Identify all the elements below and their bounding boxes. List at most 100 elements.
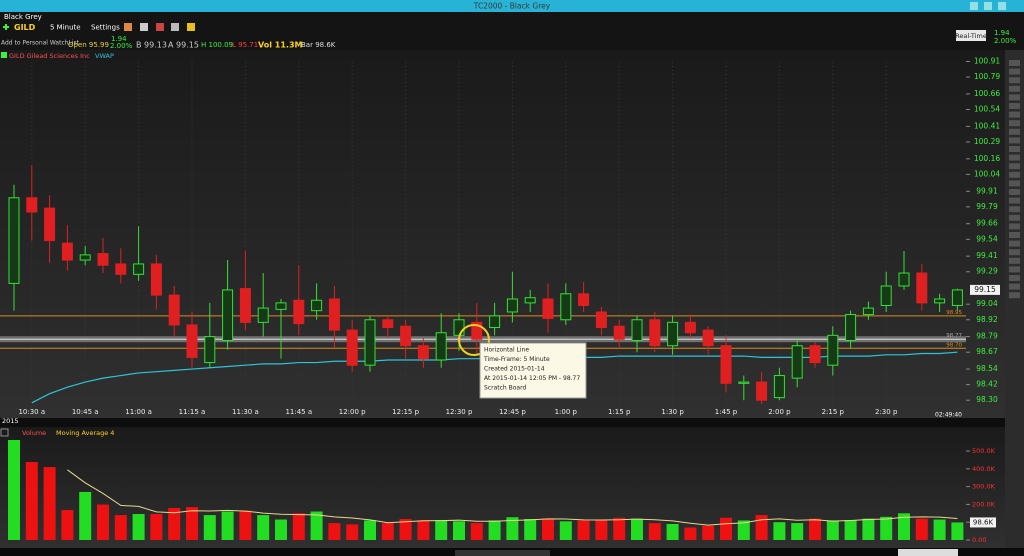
volume-bar	[8, 439, 20, 540]
toolbar-icon[interactable]	[156, 23, 164, 31]
maximize-button[interactable]	[984, 2, 992, 10]
x-tick-label: 2:00 p	[768, 408, 791, 416]
toolbar-icon[interactable]	[140, 23, 148, 31]
tool-icon[interactable]	[1009, 180, 1020, 187]
volume-bar	[257, 515, 270, 540]
tool-icon[interactable]	[1009, 137, 1020, 144]
toolbar-icon[interactable]	[171, 23, 179, 31]
volume-bar	[791, 523, 804, 540]
volume-bar	[25, 462, 38, 540]
volume-bar	[648, 523, 661, 540]
quote-ask: A 99.15	[168, 41, 199, 50]
candle-body	[738, 381, 750, 384]
tool-icon[interactable]	[1009, 223, 1020, 230]
candle-body	[97, 253, 109, 266]
volume-bar	[737, 520, 750, 540]
page-tabs[interactable]	[455, 550, 550, 556]
add-icon[interactable]	[3, 24, 9, 30]
tool-icon[interactable]	[1009, 214, 1020, 221]
close-button[interactable]	[998, 2, 1006, 10]
candle-body	[542, 298, 554, 319]
tool-icon[interactable]	[1009, 275, 1020, 281]
candle-body	[827, 334, 839, 366]
toolbar-icon[interactable]	[124, 23, 132, 31]
minimize-button[interactable]	[970, 2, 978, 10]
y-tick-label: 100.54	[974, 105, 1000, 114]
last-volume-box	[970, 517, 996, 528]
tool-icon[interactable]	[1009, 232, 1020, 238]
volume-bar	[417, 520, 430, 540]
tool-icon[interactable]	[1009, 171, 1020, 178]
tool-icon[interactable]	[1009, 283, 1020, 290]
tool-icon[interactable]	[1009, 68, 1020, 75]
tool-icon[interactable]	[1009, 163, 1020, 170]
tool-icon[interactable]	[1009, 257, 1020, 264]
volume-bar	[826, 520, 839, 540]
candle-body	[791, 345, 803, 379]
candle-body	[684, 321, 696, 334]
volume-bar	[595, 519, 608, 540]
x-tick-label: 1:45 p	[715, 408, 738, 416]
scrollbar[interactable]	[898, 549, 958, 556]
toolbar-change-pct: 2.00%	[994, 37, 1017, 45]
tool-icon[interactable]	[1009, 103, 1020, 109]
realtime-button[interactable]	[956, 30, 986, 41]
tool-icon[interactable]	[1009, 266, 1020, 273]
volume-bar	[702, 525, 715, 540]
tooltip	[479, 342, 587, 399]
symbol[interactable]: GILD	[14, 23, 36, 32]
year-label: 2015	[2, 417, 19, 425]
tool-icon[interactable]	[1009, 197, 1020, 204]
tool-icon[interactable]	[1009, 292, 1020, 299]
indicator-label[interactable]: VWAP	[95, 52, 114, 60]
volume-bar	[862, 518, 875, 540]
tool-icon[interactable]	[1009, 94, 1020, 101]
x-tick-label: 1:00 p	[555, 408, 578, 416]
candle-body	[649, 319, 661, 347]
x-tick-label: 11:15 a	[179, 408, 206, 416]
volume-bar	[346, 524, 359, 540]
tool-icon[interactable]	[1009, 60, 1020, 66]
x-tick-label: 2:15 p	[822, 408, 845, 416]
quote-open: Open 95.99	[68, 41, 109, 49]
toolbar-area	[0, 12, 1024, 50]
tool-icon[interactable]	[1009, 128, 1020, 135]
x-tick-label: 11:00 a	[125, 408, 152, 416]
tool-icon[interactable]	[1009, 240, 1020, 247]
watchlist-link[interactable]: Add to Personal WatchList	[1, 40, 80, 47]
y-tick-label: 98.30	[976, 395, 998, 404]
y-tick-label: 100.41	[974, 121, 1000, 130]
volume-bar	[506, 517, 519, 540]
volume-bar	[666, 523, 679, 540]
tool-icon[interactable]	[1009, 111, 1020, 118]
volume-bar	[844, 520, 857, 540]
tool-icon[interactable]	[1009, 146, 1020, 152]
candle-body	[204, 336, 216, 364]
moving-average-line	[67, 469, 958, 526]
volume-indicator[interactable]: Moving Average 4	[56, 429, 114, 437]
tool-icon[interactable]	[1009, 120, 1020, 127]
x-tick-label: 1:30 p	[661, 408, 684, 416]
settings[interactable]: Settings	[91, 24, 120, 32]
tool-icon[interactable]	[1009, 249, 1020, 256]
timeframe[interactable]: 5 Minute	[50, 24, 81, 32]
tooltip-line: At 2015-01-14 12:05 PM - 98.77	[484, 375, 580, 382]
volume-bar	[809, 518, 821, 540]
x-tick-label: 12:30 p	[446, 408, 473, 416]
candle-body	[293, 299, 305, 325]
layout-menu[interactable]: Black Grey	[4, 13, 42, 21]
tool-icon[interactable]	[1009, 206, 1020, 213]
candle-body	[578, 293, 590, 306]
candle-body	[400, 325, 412, 347]
toolbar-change: 1.94	[994, 29, 1010, 37]
toolbar-icon[interactable]	[187, 23, 195, 31]
tool-icon[interactable]	[1009, 154, 1020, 161]
y-tick-label: 99.54	[976, 234, 998, 243]
x-tick-label: 11:30 a	[232, 408, 259, 416]
tooltip-line: Time-Frame: 5 Minute	[483, 356, 550, 363]
realtime-label: Real-Time	[955, 32, 987, 40]
close-pane-button[interactable]	[0, 428, 9, 437]
tool-icon[interactable]	[1009, 189, 1020, 195]
tool-icon[interactable]	[1009, 77, 1020, 84]
tool-icon[interactable]	[1009, 85, 1020, 92]
